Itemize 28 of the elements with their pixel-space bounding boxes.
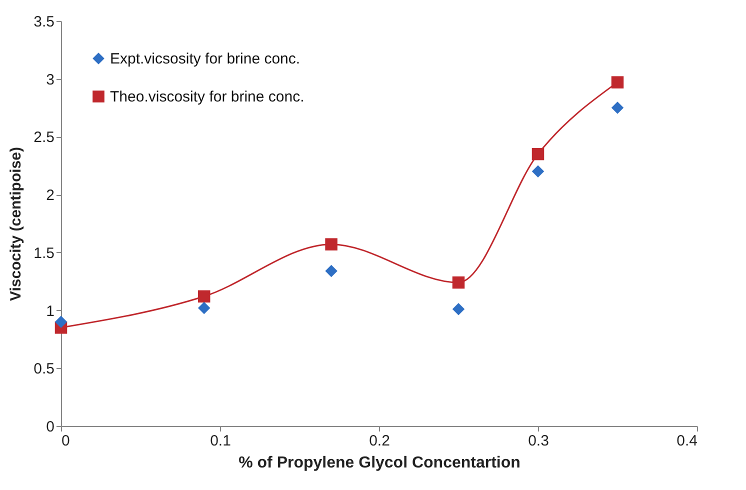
y-tick-label: 0	[46, 418, 54, 436]
point	[452, 303, 465, 316]
point	[611, 76, 624, 88]
y-tick-label: 1.5	[34, 244, 54, 262]
point	[198, 302, 210, 314]
point	[611, 102, 624, 114]
x-axis-title: % of Propylene Glycol Concentartion	[238, 454, 520, 472]
y-tick-label: 2	[46, 187, 54, 204]
legend-label: Expt.vicsosity for brine conc.	[110, 50, 300, 68]
y-tick-label: 2.5	[34, 129, 54, 146]
x-tick-label: 0.1	[210, 432, 231, 450]
y-tick-label: 1	[46, 302, 54, 320]
point	[452, 276, 465, 289]
x-tick-label: 0	[62, 432, 70, 450]
point	[198, 290, 210, 303]
point	[54, 316, 68, 328]
point	[325, 238, 338, 250]
x-tick-label: 0.3	[528, 432, 549, 450]
y-tick-label: 0.5	[34, 360, 54, 378]
x-tick-label: 0.4	[676, 432, 698, 450]
y-tick-label: 3.5	[34, 14, 54, 30]
point	[532, 148, 544, 160]
x-tick-label: 0.2	[369, 432, 390, 450]
y-axis-title: Viscocity (centipoise)	[8, 147, 25, 301]
point	[532, 165, 544, 178]
legend-label: Theo.viscosity for brine conc.	[110, 88, 304, 106]
point	[325, 264, 338, 278]
y-tick-label: 3	[46, 71, 54, 88]
